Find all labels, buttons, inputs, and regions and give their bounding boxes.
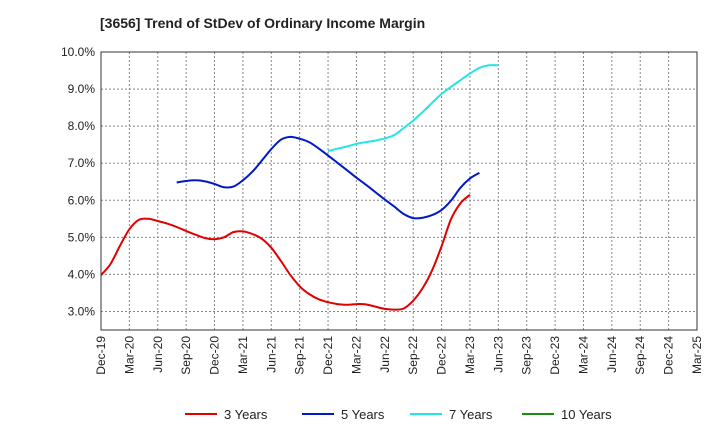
x-tick-label: Jun-24 xyxy=(605,336,619,373)
chart-title: [3656] Trend of StDev of Ordinary Income… xyxy=(100,15,426,31)
x-tick-label: Dec-22 xyxy=(435,336,449,375)
x-tick-label: Mar-20 xyxy=(122,336,136,374)
plot-frame xyxy=(100,51,698,331)
legend-label-2: 7 Years xyxy=(449,407,493,422)
x-tick-label: Dec-23 xyxy=(548,336,562,375)
x-tick-label: Jun-22 xyxy=(378,336,392,373)
x-tick-label: Sep-23 xyxy=(520,336,534,375)
x-tick-label: Mar-24 xyxy=(576,336,590,374)
x-tick-label: Mar-21 xyxy=(236,336,250,374)
x-tick-label: Dec-19 xyxy=(94,336,108,375)
legend-label-1: 5 Years xyxy=(341,407,385,422)
legend-label-3: 10 Years xyxy=(561,407,612,422)
x-tick-label: Mar-23 xyxy=(463,336,477,374)
x-tick-label: Mar-22 xyxy=(349,336,363,374)
x-tick-label: Sep-22 xyxy=(406,336,420,375)
y-tick-label: 10.0% xyxy=(61,45,95,59)
x-tick-label: Jun-21 xyxy=(264,336,278,373)
x-tick-label: Jun-20 xyxy=(151,336,165,373)
y-tick-label: 9.0% xyxy=(68,82,96,96)
series-layer xyxy=(100,64,499,311)
x-tick-label: Sep-24 xyxy=(633,336,647,375)
x-tick-label: Sep-21 xyxy=(293,336,307,375)
grid-layer xyxy=(100,51,698,330)
y-tick-label: 7.0% xyxy=(68,156,96,170)
y-tick-label: 3.0% xyxy=(68,304,96,318)
y-axis-ticks: 3.0% 4.0% 5.0% 6.0% 7.0% 8.0% 9.0% 10.0% xyxy=(61,45,95,318)
series-line-2 xyxy=(327,64,499,152)
y-tick-label: 5.0% xyxy=(68,230,96,244)
x-tick-label: Jun-23 xyxy=(491,336,505,373)
legend-label-0: 3 Years xyxy=(224,407,268,422)
series-line-1 xyxy=(176,135,480,220)
legend: 3 Years 5 Years 7 Years 10 Years xyxy=(185,407,612,422)
series-line-0 xyxy=(100,193,471,311)
y-tick-label: 4.0% xyxy=(68,267,96,281)
x-tick-label: Dec-24 xyxy=(662,336,676,375)
x-tick-label: Dec-20 xyxy=(208,336,222,375)
y-tick-label: 6.0% xyxy=(68,193,96,207)
y-tick-label: 8.0% xyxy=(68,119,96,133)
x-tick-label: Dec-21 xyxy=(321,336,335,375)
x-tick-label: Mar-25 xyxy=(690,336,704,374)
x-axis-ticks: Dec-19 Mar-20 Jun-20 Sep-20 Dec-20 Mar-21 Jun-… xyxy=(94,336,704,375)
x-tick-label: Sep-20 xyxy=(179,336,193,375)
